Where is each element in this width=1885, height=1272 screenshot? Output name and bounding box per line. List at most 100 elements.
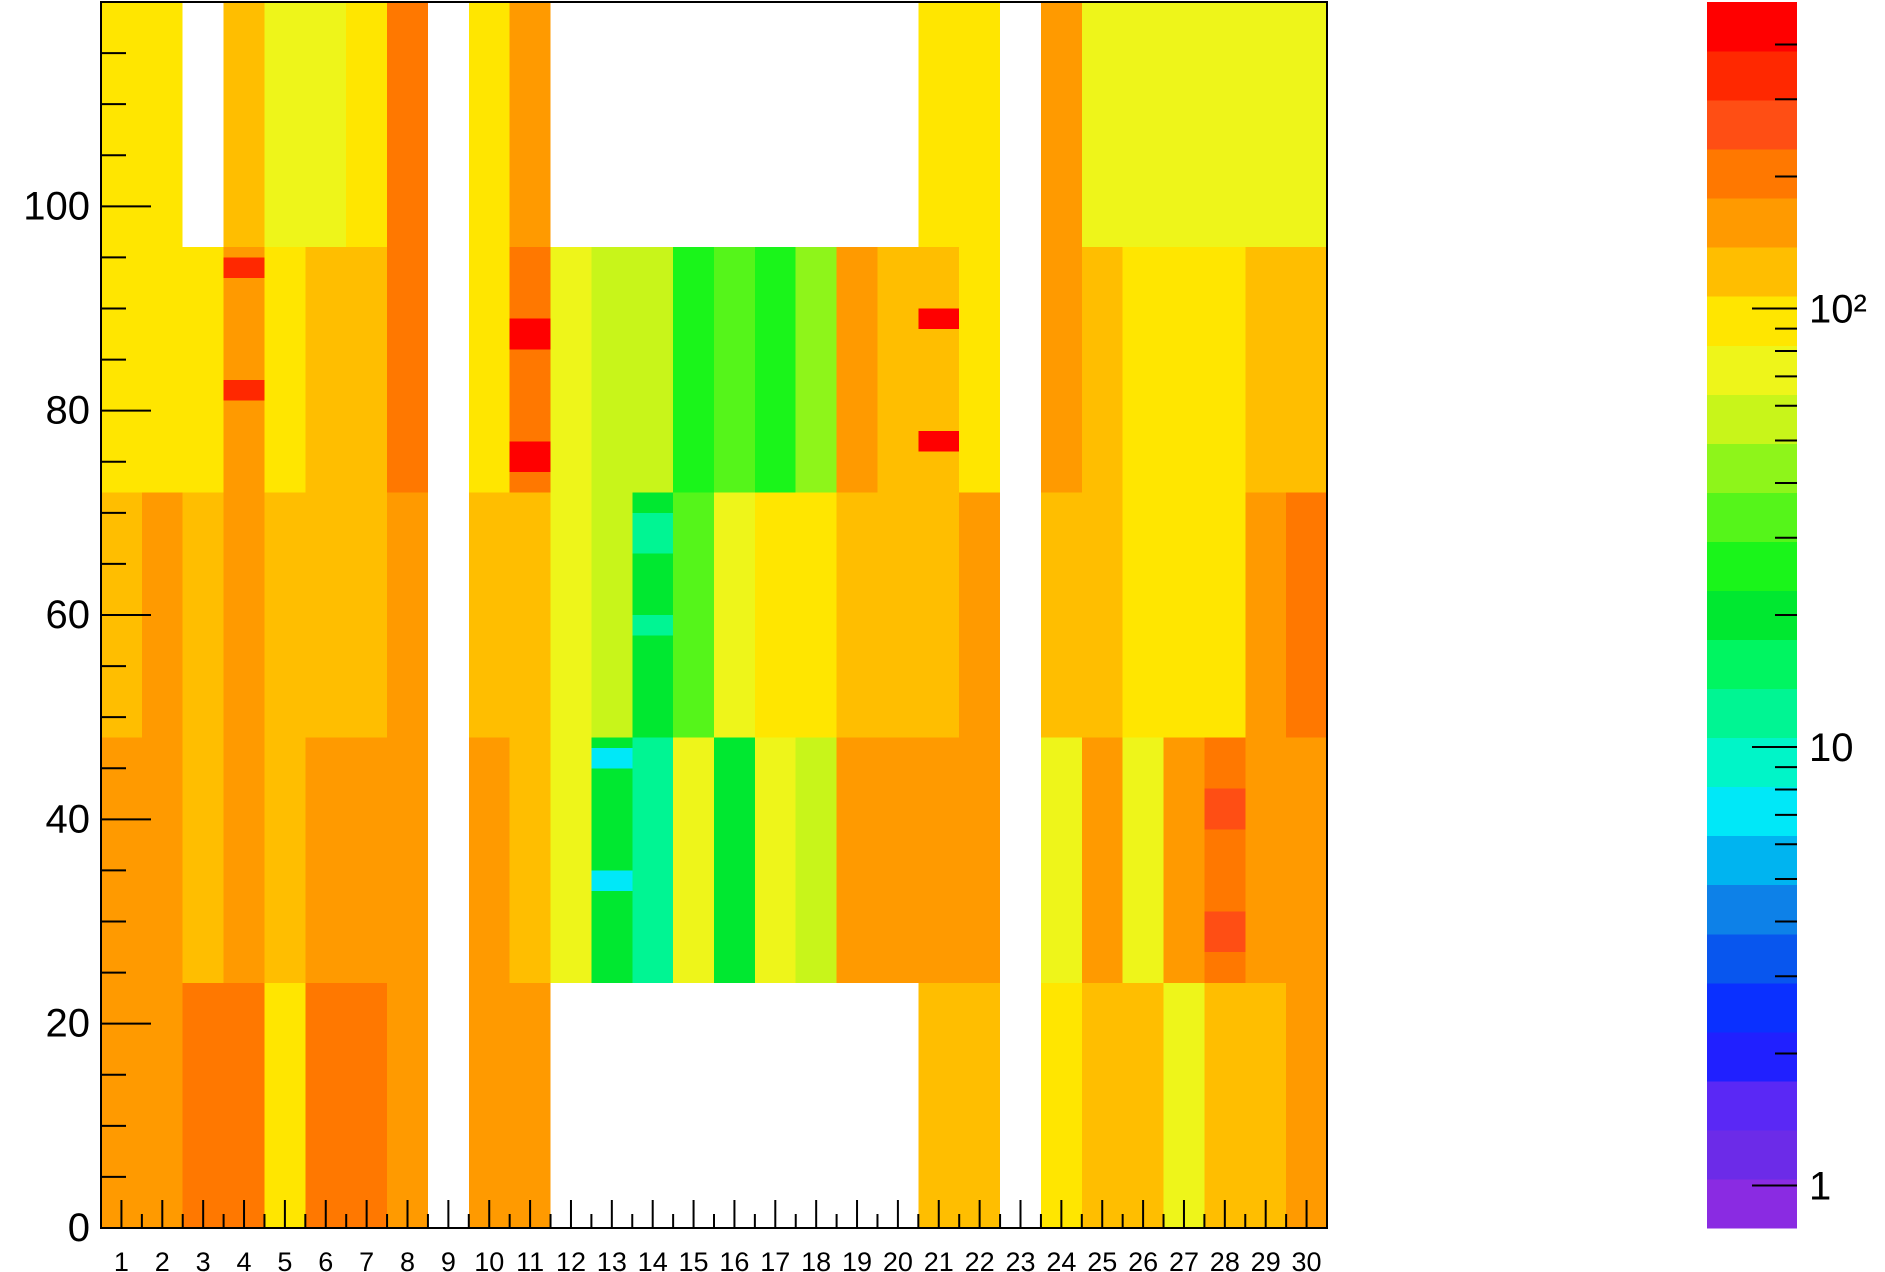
x-tick-label: 9 — [441, 1247, 456, 1272]
colorbar-swatch — [1707, 786, 1797, 837]
heatmap-cell — [141, 982, 183, 1228]
heatmap-cell — [387, 982, 428, 1228]
heatmap-cell — [1204, 982, 1246, 1228]
x-tick-label: 11 — [516, 1247, 544, 1272]
heatmap-cell — [468, 737, 510, 983]
heatmap-cell — [223, 737, 265, 983]
colorbar-swatch — [1707, 492, 1797, 542]
heatmap-cell — [795, 247, 837, 493]
colorbar-swatch — [1707, 1129, 1797, 1180]
heatmap-cell — [468, 492, 510, 738]
x-tick-label: 15 — [679, 1247, 709, 1272]
heatmap-cell — [346, 492, 388, 738]
heatmap-cell — [632, 512, 674, 554]
heatmap-cell — [959, 492, 1001, 738]
colorbar-swatch — [1707, 51, 1797, 101]
heatmap-cell — [591, 737, 633, 983]
x-tick-label: 14 — [638, 1247, 668, 1272]
heatmap-cell — [223, 492, 265, 738]
heatmap-cell — [1040, 492, 1082, 738]
heatmap-cell — [673, 737, 714, 983]
x-tick-label: 30 — [1292, 1247, 1322, 1272]
heatmap-cell — [387, 737, 428, 983]
colorbar-swatch — [1707, 541, 1797, 591]
colorbar-tick-label: 10 — [1809, 726, 1854, 770]
heatmap-cell — [1122, 492, 1164, 738]
heatmap-cell — [1204, 492, 1246, 738]
heatmap-cell — [1286, 2, 1327, 248]
heatmap-cell — [1286, 982, 1327, 1228]
x-tick-label: 23 — [1005, 1247, 1035, 1272]
heatmap-cell — [101, 2, 142, 248]
heatmap-cell — [1040, 737, 1082, 983]
colorbar-swatch — [1707, 1080, 1797, 1131]
heatmap-cell — [918, 2, 960, 248]
heatmap-cell — [387, 492, 428, 738]
heatmap-cell — [468, 2, 510, 248]
colorbar-swatch — [1707, 1031, 1797, 1082]
y-axis: 0 20 40 60 80 100 — [23, 1, 151, 1250]
heatmap-cell — [714, 492, 755, 738]
colorbar-swatch — [1707, 149, 1797, 199]
heatmap-cell — [264, 492, 306, 738]
heatmap-cell — [1081, 737, 1123, 983]
heatmap-cell — [346, 982, 388, 1228]
y-tick-label: 100 — [23, 184, 90, 228]
heatmap-cell — [346, 247, 388, 493]
x-tick-label: 28 — [1210, 1247, 1240, 1272]
heatmap-cell — [550, 247, 592, 493]
heatmap-cell — [346, 737, 388, 983]
heatmap-cell — [959, 982, 1001, 1228]
colorbar-tick-label: 1 — [1809, 1165, 1831, 1209]
heatmap-cell — [550, 737, 592, 983]
heatmap-cell — [1245, 492, 1287, 738]
heatmap-cell — [795, 492, 837, 738]
heatmap-cell — [346, 2, 388, 248]
heatmap-cell — [959, 2, 1001, 248]
heatmap-cell — [632, 247, 674, 493]
heatmap-cell — [223, 2, 265, 248]
heatmap-cell — [1081, 247, 1123, 493]
y-tick-label: 60 — [46, 593, 91, 637]
heatmap-cell — [509, 318, 551, 350]
colorbar: 1 10 10² — [1707, 2, 1867, 1229]
y-tick-label: 20 — [46, 1002, 91, 1046]
heatmap-cell — [305, 247, 347, 493]
x-tick-label: 4 — [237, 1247, 252, 1272]
heatmap-cell — [918, 308, 960, 329]
heatmap-cell — [101, 982, 142, 1228]
heatmap-cell — [305, 737, 347, 983]
y-tick-label: 40 — [46, 797, 91, 841]
x-tick-label: 8 — [400, 1247, 415, 1272]
heatmap-cell — [305, 982, 347, 1228]
x-tick-label: 26 — [1128, 1247, 1158, 1272]
x-tick-label: 7 — [359, 1247, 374, 1272]
heatmap-cell — [959, 737, 1001, 983]
x-tick-label: 10 — [474, 1247, 504, 1272]
colorbar-swatch — [1707, 394, 1797, 444]
heatmap-cell — [1204, 2, 1246, 248]
heatmap-cell — [1122, 2, 1164, 248]
heatmap-cell — [1081, 492, 1123, 738]
heatmap-cell — [1163, 492, 1205, 738]
heatmap-cell — [223, 982, 265, 1228]
heatmap-cell — [1122, 982, 1164, 1228]
heatmap-cell — [101, 737, 142, 983]
heatmap-cell — [877, 492, 919, 738]
heatmap-cell — [836, 492, 878, 738]
heatmap-cell — [754, 492, 796, 738]
x-tick-label: 16 — [719, 1247, 749, 1272]
heatmap-cell — [1081, 2, 1123, 248]
heatmap-cell — [591, 747, 633, 769]
heatmap-cell — [836, 247, 878, 493]
heatmap-cell — [264, 737, 306, 983]
heatmap-cell — [101, 247, 142, 493]
x-tick-label: 17 — [760, 1247, 790, 1272]
colorbar-swatch — [1707, 884, 1797, 935]
heatmap-cells — [101, 2, 1327, 1228]
heatmap-cell — [877, 247, 919, 493]
heatmap-cell — [1163, 247, 1205, 493]
heatmap-cell — [264, 982, 306, 1228]
x-tick-label: 12 — [556, 1247, 586, 1272]
colorbar-swatch — [1707, 688, 1797, 739]
